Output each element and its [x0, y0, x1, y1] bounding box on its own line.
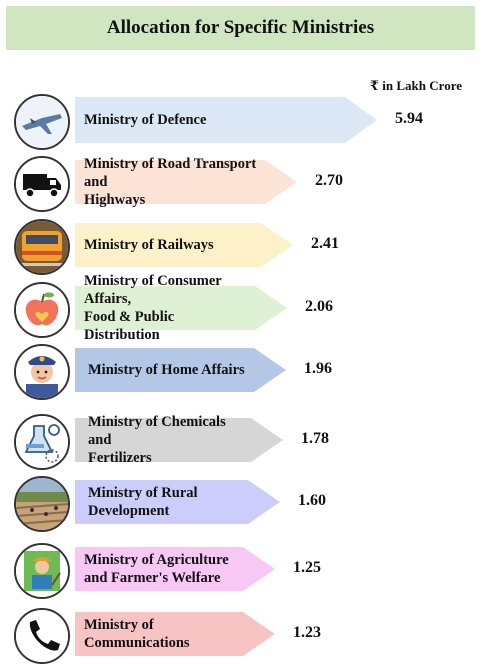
ministry-label: Ministry of Agriculture and Farmer's Welf… — [84, 547, 235, 591]
ministry-label-line: Ministry of Railways — [84, 237, 214, 253]
ministry-row: Ministry of Railways 2.41 — [0, 219, 484, 275]
unit-label: ₹ in Lakh Crore — [370, 78, 462, 93]
bar: Ministry of Defence — [75, 97, 377, 143]
telephone-icon — [14, 608, 70, 664]
police-officer-icon — [14, 344, 70, 400]
ministry-label-line: Ministry of — [84, 617, 154, 633]
bar-shape — [75, 612, 275, 656]
value-label: 2.70 — [315, 172, 343, 189]
ministry-label: Ministry of Railways — [84, 223, 253, 267]
bar-shape — [75, 480, 280, 524]
ministry-label-line: Ministry of Chemicals and — [88, 414, 226, 448]
ministry-label-line: Food & Public Distribution — [84, 309, 175, 343]
bar: Ministry of Rural Development — [75, 480, 280, 524]
fighter-jet-icon — [14, 94, 70, 150]
bar-shape — [75, 547, 275, 591]
value-label: 1.60 — [298, 492, 326, 509]
ministry-label-line: and Farmer's Welfare — [84, 570, 221, 586]
value-label: 1.25 — [293, 559, 321, 576]
chemicals-icon — [14, 414, 70, 470]
rural-field-icon — [14, 476, 70, 532]
ministry-row: Ministry of Communications 1.23 — [0, 608, 484, 664]
ministry-label: Ministry of Chemicals and Fertilizers — [84, 414, 243, 466]
ministry-label: Ministry of Consumer Affairs, Food & Publ… — [84, 273, 247, 343]
ministry-row: Ministry of Defence 5.94 — [0, 94, 484, 150]
ministry-label-line: Ministry of Rural — [88, 485, 198, 501]
ministry-label-line: Ministry of Agriculture — [84, 552, 229, 568]
ministry-label: Ministry of Rural Development — [84, 480, 240, 524]
ministry-row: Ministry of Agriculture and Farmer's Welf… — [0, 543, 484, 599]
ministry-label-line: Ministry of Defence — [84, 112, 207, 128]
chart-title: Allocation for Specific Ministries — [6, 6, 475, 50]
bar: Ministry of Chemicals and Fertilizers — [75, 414, 283, 466]
bar-shape — [75, 223, 293, 267]
ministry-label: Ministry of Defence — [84, 97, 337, 143]
ministry-label-line: Development — [88, 503, 170, 519]
ministry-label: Ministry of Home Affairs — [84, 348, 246, 392]
value-label: 1.23 — [293, 624, 321, 641]
ministry-label-line: Highways — [84, 192, 146, 208]
value-label: 2.41 — [311, 235, 339, 252]
apple-icon — [14, 282, 70, 338]
bar: Ministry of Road Transport and Highways — [75, 156, 297, 208]
ministry-label-line: Communications — [84, 635, 190, 651]
bar-shape — [75, 348, 286, 392]
farmer-icon — [14, 543, 70, 599]
value-label: 5.94 — [395, 110, 423, 127]
ministry-row: Ministry of Home Affairs 1.96 — [0, 344, 484, 400]
value-label: 2.06 — [305, 298, 333, 315]
ministry-label: Ministry of Road Transport and Highways — [84, 156, 257, 208]
bar: Ministry of Communications — [75, 612, 275, 656]
ministry-row: Ministry of Consumer Affairs, Food & Publ… — [0, 273, 484, 343]
ministry-label-line: Ministry of Home Affairs — [88, 362, 245, 378]
bar-shape — [75, 160, 297, 204]
ministry-row: Ministry of Road Transport and Highways 2.… — [0, 156, 484, 212]
train-icon — [14, 219, 70, 275]
ministry-label-line: Ministry of Consumer Affairs, — [84, 273, 222, 307]
truck-icon — [14, 156, 70, 212]
ministry-row: Ministry of Rural Development 1.60 — [0, 476, 484, 532]
bar: Ministry of Consumer Affairs, Food & Publ… — [75, 273, 287, 343]
bar-shape — [75, 418, 283, 462]
bar-shape — [75, 286, 287, 330]
value-label: 1.96 — [304, 360, 332, 377]
bar: Ministry of Railways — [75, 223, 293, 267]
bar-shape — [75, 97, 377, 143]
bar: Ministry of Home Affairs — [75, 348, 286, 392]
bar: Ministry of Agriculture and Farmer's Welf… — [75, 547, 275, 591]
ministry-row: Ministry of Chemicals and Fertilizers 1.78 — [0, 414, 484, 470]
ministry-label-line: Ministry of Road Transport and — [84, 156, 257, 190]
ministry-label-line: Fertilizers — [88, 450, 152, 466]
value-label: 1.78 — [301, 430, 329, 447]
ministry-label: Ministry of Communications — [84, 612, 235, 656]
